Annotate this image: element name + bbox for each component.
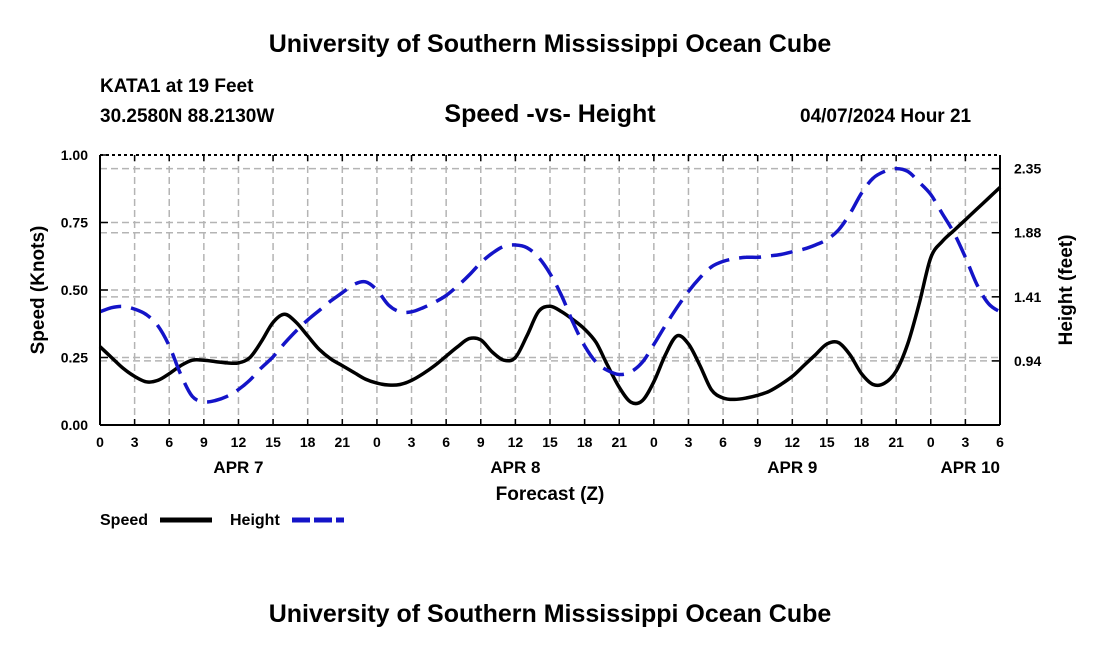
grid — [100, 155, 1000, 425]
legend-label-height: Height — [230, 512, 280, 529]
x-tick-label: 6 — [165, 434, 173, 450]
x-tick-label: 3 — [685, 434, 693, 450]
y2-axis-title: Height (feet) — [1056, 235, 1077, 346]
x-tick-label: 9 — [200, 434, 208, 450]
y2-tick-label: 1.41 — [1014, 289, 1041, 305]
x-tick-label: 15 — [265, 434, 281, 450]
chart-title: Speed -vs- Height — [444, 100, 656, 128]
x-tick-label: 3 — [131, 434, 139, 450]
x-tick-label: 18 — [577, 434, 593, 450]
series-line-speed — [98, 186, 1002, 406]
x-tick-label: 9 — [754, 434, 762, 450]
station-coords: 30.2580N 88.2130W — [100, 106, 275, 127]
legend: Speed Height — [100, 512, 344, 529]
y-axis-title: Speed (Knots) — [28, 226, 49, 355]
x-axis-title: Forecast (Z) — [496, 484, 605, 505]
y-tick-label: 0.25 — [61, 350, 88, 366]
footer-title: University of Southern Mississippi Ocean… — [268, 600, 832, 628]
tick-labels: 0 3 6 9 12 15 18 21 0 3 6 9 12 15 18 21 0 3 6 9 12 15 18 21 0 3 6 A… — [61, 147, 1042, 477]
x-tick-label: 21 — [888, 434, 904, 450]
y-tick-label: 0.00 — [61, 417, 88, 433]
y-tick-label: 0.75 — [61, 215, 88, 231]
x-tick-label: 21 — [335, 434, 351, 450]
day-label: APR 10 — [940, 458, 1000, 477]
series-lines — [98, 166, 1002, 406]
day-label: APR 7 — [213, 458, 263, 477]
x-tick-label: 6 — [442, 434, 450, 450]
forecast-datetime: 04/07/2024 Hour 21 — [800, 106, 972, 127]
series-line-height — [99, 166, 1001, 404]
y-tick-label: 1.00 — [61, 147, 88, 163]
y2-tick-label: 1.88 — [1014, 225, 1041, 241]
x-tick-label: 6 — [719, 434, 727, 450]
x-tick-label: 0 — [650, 434, 658, 450]
x-tick-label: 0 — [96, 434, 104, 450]
x-tick-label: 9 — [477, 434, 485, 450]
x-tick-label: 21 — [611, 434, 627, 450]
x-tick-label: 6 — [996, 434, 1004, 450]
x-tick-label: 18 — [854, 434, 870, 450]
x-tick-label: 18 — [300, 434, 316, 450]
x-tick-label: 3 — [961, 434, 969, 450]
axes — [99, 154, 1001, 426]
x-tick-label: 15 — [542, 434, 558, 450]
y-tick-label: 0.50 — [61, 282, 88, 298]
y2-tick-label: 0.94 — [1014, 353, 1041, 369]
x-tick-label: 15 — [819, 434, 835, 450]
legend-label-speed: Speed — [100, 512, 148, 529]
x-tick-label: 12 — [231, 434, 247, 450]
day-label: APR 8 — [490, 458, 540, 477]
x-tick-label: 0 — [373, 434, 381, 450]
x-tick-label: 12 — [785, 434, 801, 450]
x-tick-label: 0 — [927, 434, 935, 450]
x-tick-label: 12 — [508, 434, 524, 450]
station-label: KATA1 at 19 Feet — [100, 76, 254, 97]
y2-tick-label: 2.35 — [1014, 161, 1041, 177]
page-title: University of Southern Mississippi Ocean… — [268, 30, 832, 58]
day-label: APR 9 — [767, 458, 817, 477]
x-tick-label: 3 — [408, 434, 416, 450]
